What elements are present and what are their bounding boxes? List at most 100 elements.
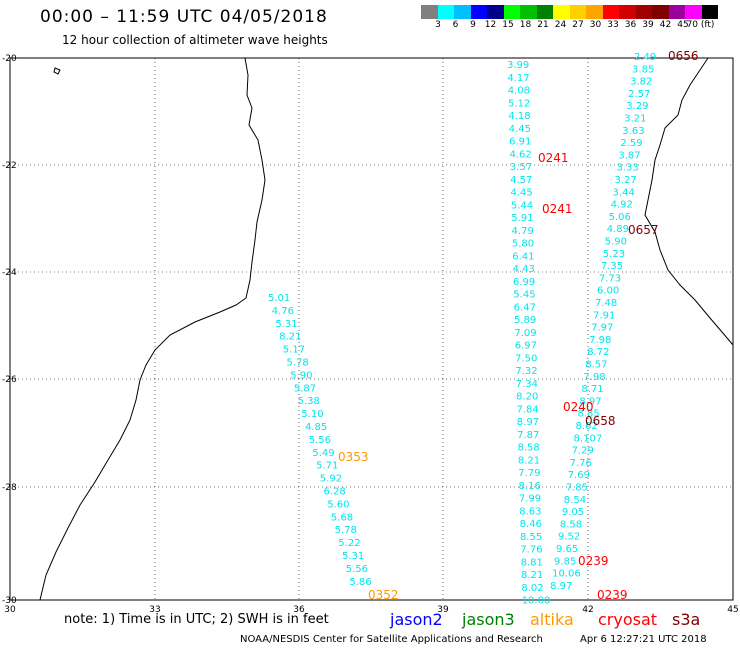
x-tick-label: 30 xyxy=(4,605,16,615)
color-legend-labels: 3 6 9 12 15 18 21 24 27 30 33 36 39 42 45 70 (ft) xyxy=(421,20,733,34)
wave-height-value: 4.89 xyxy=(607,224,629,235)
wave-height-value: 3.44 xyxy=(613,187,635,198)
wave-height-value: 3.33 xyxy=(616,163,638,174)
wave-height-value: 7.76 xyxy=(520,545,542,556)
wave-height-value: 7.99 xyxy=(519,494,541,505)
legend-swatch xyxy=(553,5,570,19)
wave-height-value: 3.21 xyxy=(624,114,646,125)
island-outline xyxy=(53,67,61,75)
wave-height-value: 2.59 xyxy=(620,138,642,149)
wave-height-value: 10.00 xyxy=(522,596,551,607)
legend-label: 21 xyxy=(537,20,549,30)
wave-height-value: 6.28 xyxy=(324,487,346,498)
legend-label: 12 xyxy=(484,20,497,30)
wave-height-value: 5.56 xyxy=(309,435,331,446)
x-tick-label: 33 xyxy=(149,605,160,615)
legend-swatch xyxy=(586,5,603,19)
legend-swatch xyxy=(520,5,537,19)
legend-label: 27 xyxy=(572,20,584,30)
wave-height-value: 4.43 xyxy=(513,264,535,275)
wave-height-value: 5.78 xyxy=(287,358,309,369)
legend-swatch xyxy=(652,5,669,19)
legend-swatch xyxy=(454,5,471,19)
wave-height-value: 7.50 xyxy=(515,353,537,364)
wave-height-value: 4.17 xyxy=(507,73,529,84)
wave-height-value: 5.80 xyxy=(512,239,534,250)
wave-height-value: 7.35 xyxy=(601,261,623,272)
x-tick-label: 39 xyxy=(437,605,449,615)
wave-height-value: 3.87 xyxy=(618,150,640,161)
pass-time-label: 0240 xyxy=(563,400,594,414)
wave-height-value: 6.00 xyxy=(597,286,619,297)
note-text: note: 1) Time is in UTC; 2) SWH is in fe… xyxy=(64,612,329,627)
wave-height-value: 7.84 xyxy=(516,404,538,415)
timestamp: Apr 6 12:27:21 UTC 2018 xyxy=(580,634,707,645)
wave-height-value: 5.68 xyxy=(331,512,353,523)
wave-height-value: 7.85 xyxy=(566,483,588,494)
wave-height-value: 5.31 xyxy=(275,319,297,330)
wave-height-value: 4.76 xyxy=(272,306,294,317)
wave-height-value: 9.85 xyxy=(554,556,576,567)
x-tick-label: 36 xyxy=(293,605,305,615)
wave-height-value: 5.71 xyxy=(316,461,338,472)
wave-height-value: 5.45 xyxy=(513,290,535,301)
credit-line: NOAA/NESDIS Center for Satellite Applica… xyxy=(240,634,543,645)
wave-height-value: 3.85 xyxy=(632,64,654,75)
legend-label: 42 xyxy=(659,20,672,30)
wave-height-value: 7.98 xyxy=(589,335,611,346)
wave-height-value: 5.89 xyxy=(514,315,536,326)
pass-time-label: 0239 xyxy=(578,554,609,568)
wave-height-value: 8.97 xyxy=(517,417,539,428)
wave-height-value: 8.58 xyxy=(560,519,582,530)
wave-height-value: 8.71 xyxy=(581,384,603,395)
satellite-altika: altika xyxy=(530,610,574,629)
wave-height-value: 7.09 xyxy=(514,328,536,339)
wave-height-value: 5.87 xyxy=(294,383,316,394)
wave-height-value: 5.23 xyxy=(603,249,625,260)
pass-time-label: 0656 xyxy=(668,49,699,63)
wave-height-value: 5.78 xyxy=(335,525,357,536)
wave-height-value: 10.06 xyxy=(552,569,581,580)
wave-height-value: 8.72 xyxy=(587,347,609,358)
pass-time-label: 0658 xyxy=(585,414,616,428)
wave-height-value: 5.01 xyxy=(268,293,290,304)
wave-height-value: 8.57 xyxy=(585,360,607,371)
legend-swatch xyxy=(602,5,619,19)
y-tick-label: -22 xyxy=(2,161,17,171)
wave-height-value: 5.90 xyxy=(605,237,627,248)
wave-height-value: 6.41 xyxy=(512,251,534,262)
wave-height-value: 7.48 xyxy=(595,298,617,309)
wave-height-value: 4.18 xyxy=(508,111,530,122)
wave-height-value: 5.60 xyxy=(327,499,349,510)
legend-swatch xyxy=(619,5,636,19)
wave-height-value: 7.73 xyxy=(599,273,621,284)
wave-height-value: 7.69 xyxy=(568,470,590,481)
wave-height-value: 7.91 xyxy=(593,310,615,321)
wave-height-value: 4.79 xyxy=(512,226,534,237)
wave-height-value: 4.62 xyxy=(509,149,531,160)
wave-height-value: 3.99 xyxy=(507,60,529,71)
wave-height-value: 5.92 xyxy=(320,474,342,485)
wave-height-value: 8.54 xyxy=(564,495,586,506)
wave-height-value: 5.49 xyxy=(312,448,334,459)
legend-label: 70 (ft) xyxy=(686,20,715,30)
wave-height-value: 8.85 xyxy=(577,409,599,420)
legend-label: 45 xyxy=(677,20,689,30)
legend-label: 24 xyxy=(554,20,567,30)
wave-height-value: 3.29 xyxy=(626,101,648,112)
wave-height-value: 8.58 xyxy=(518,443,540,454)
map-title: 00:00 – 11:59 UTC 04/05/2018 xyxy=(40,7,328,27)
wave-height-value: 8.55 xyxy=(520,532,542,543)
wave-height-value: 4.45 xyxy=(511,188,533,199)
wave-height-value: 5.90 xyxy=(290,370,312,381)
wave-height-value: 8.97 xyxy=(550,581,572,592)
legend-swatch xyxy=(487,5,504,19)
pass-time-label: 0241 xyxy=(538,151,569,165)
pass-time-label: 0657 xyxy=(628,223,659,237)
legend-swatch xyxy=(668,5,685,19)
wave-height-value: 8.21 xyxy=(518,455,540,466)
wave-height-value: 4.45 xyxy=(509,124,531,135)
wave-height-value: 7.32 xyxy=(515,366,537,377)
wave-height-value: 7.76 xyxy=(570,458,592,469)
wave-height-value: 3.57 xyxy=(510,162,532,173)
